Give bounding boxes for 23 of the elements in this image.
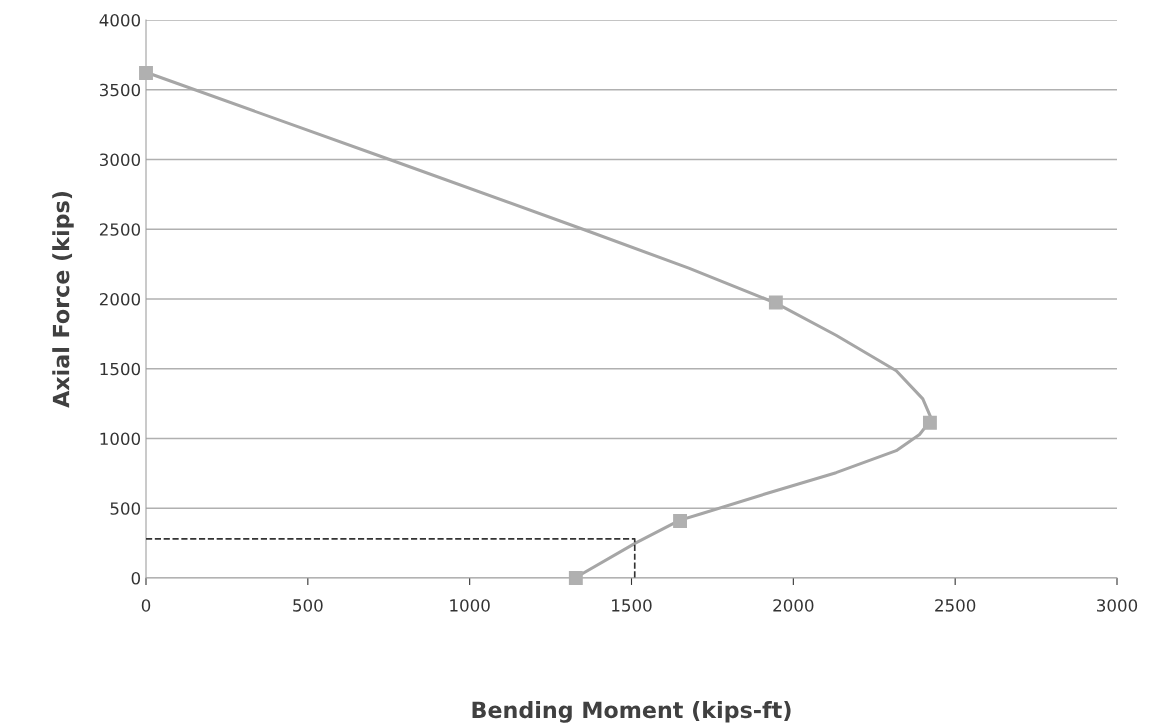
- point: [922, 415, 937, 430]
- y-tick-label: 3500: [99, 83, 141, 97]
- y-tick-label: 2500: [99, 223, 141, 236]
- x-tick-label: 1000: [450, 599, 490, 612]
- x-tick-label: 3000: [1097, 599, 1138, 612]
- x-tick-label: 0: [141, 599, 151, 612]
- x-tick-label: 1500: [612, 599, 652, 612]
- point: [568, 571, 583, 585]
- point: [768, 295, 783, 310]
- x-tick-label: 2000: [773, 599, 814, 612]
- point: [139, 66, 153, 80]
- y-tick-label: 3000: [99, 153, 141, 167]
- x-axis-title: Bending Moment (kips-ft): [472, 701, 791, 723]
- x-tick-label: 500: [293, 599, 323, 612]
- y-tick-label: 500: [110, 502, 141, 515]
- y-tick-label: 0: [131, 571, 141, 585]
- y-axis-title: Axial Force (kips): [52, 191, 74, 408]
- y-tick-label: 1000: [100, 432, 141, 446]
- y-tick-label: 1500: [100, 362, 141, 376]
- y-tick-label: 4000: [99, 13, 141, 27]
- point: [673, 513, 687, 528]
- y-tick-label: 2000: [99, 292, 141, 306]
- x-tick-label: 2500: [935, 599, 976, 612]
